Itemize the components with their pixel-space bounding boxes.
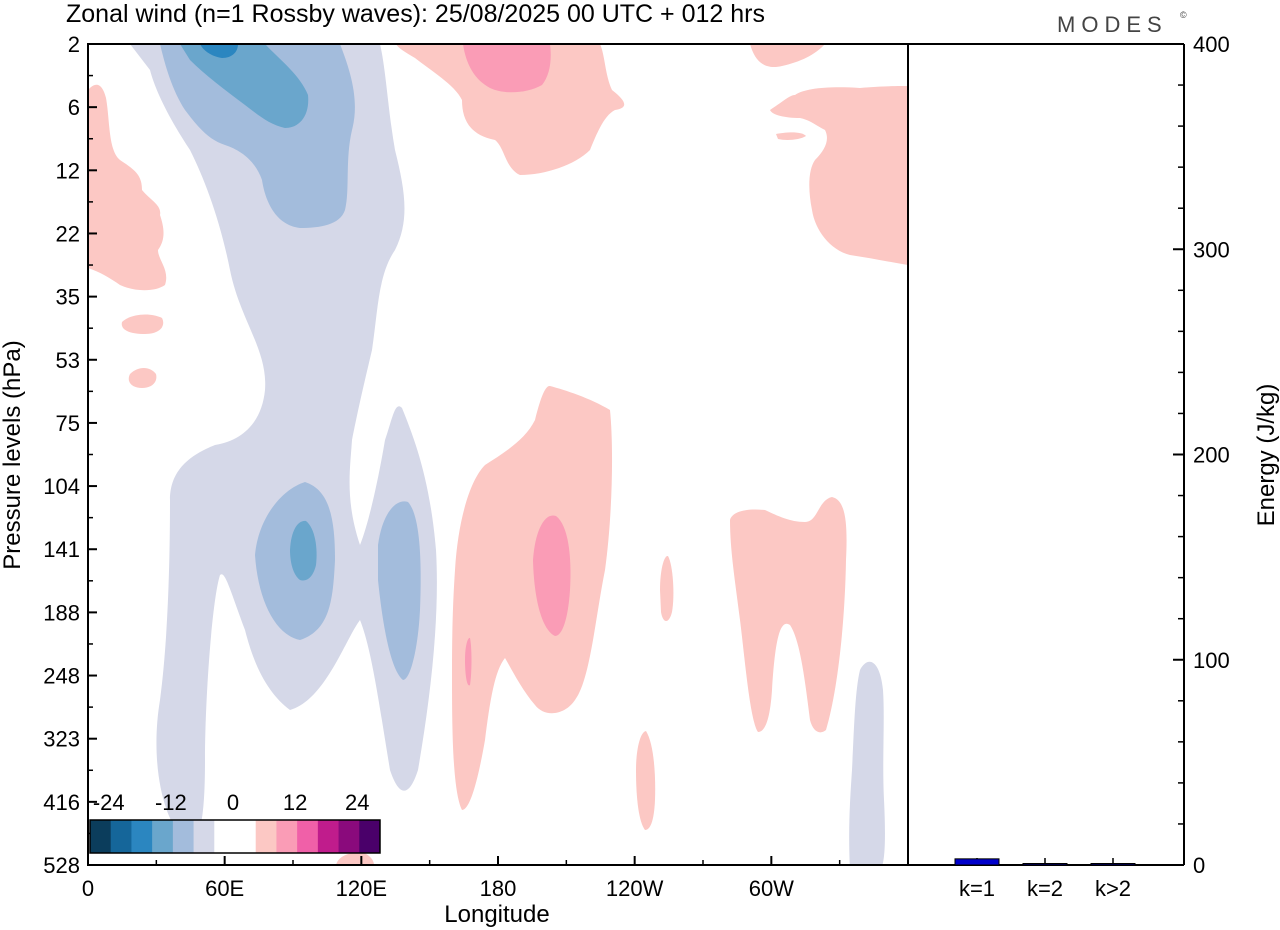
energy-bar	[1022, 863, 1068, 866]
colorbar-label: 12	[283, 790, 307, 815]
contour-blue-1	[130, 44, 437, 841]
colorbar-label: 0	[227, 790, 239, 815]
contour-blue-7	[200, 44, 238, 58]
contour-pink-12	[336, 852, 374, 865]
x-tick-label: 60E	[205, 876, 244, 901]
x-tick-label: 60W	[749, 876, 794, 901]
x-tick-label: 0	[82, 876, 94, 901]
modes-logo-mark: ©	[1180, 10, 1187, 20]
x-tick-label: 120E	[336, 876, 387, 901]
contour-pink-8	[452, 385, 613, 810]
energy-tick-label: 100	[1193, 648, 1230, 673]
energy-category-label: k>2	[1095, 876, 1131, 901]
colorbar-swatch	[317, 820, 340, 853]
y-tick-label: 22	[56, 221, 80, 246]
energy-category-label: k=1	[959, 876, 995, 901]
y-tick-label: 323	[43, 727, 80, 752]
colorbar-swatch	[110, 820, 132, 853]
y-tick-label: 35	[56, 285, 80, 310]
colorbar-swatch	[255, 820, 277, 853]
y-tick-label: 6	[68, 95, 80, 120]
contour-pink-2	[750, 44, 825, 68]
contour-blue-4	[378, 501, 421, 680]
y-tick-label: 12	[56, 158, 80, 183]
y-tick-label: 2	[68, 32, 80, 57]
colorbar-swatch	[172, 820, 195, 853]
colorbar-swatch	[276, 820, 298, 853]
contour-pink-6	[121, 314, 164, 334]
x-axis-label: Longitude	[444, 901, 549, 928]
colorbar-swatch	[214, 820, 236, 853]
y-tick-label: 248	[43, 664, 80, 689]
energy-axis-label: Energy (J/kg)	[1253, 384, 1280, 527]
colorbar-swatch	[193, 820, 215, 853]
contour-blue-5	[180, 44, 309, 128]
y-tick-label: 141	[43, 537, 80, 562]
colorbar-swatch	[338, 820, 360, 853]
energy-tick-label: 200	[1193, 443, 1230, 468]
colorbar-label: -12	[155, 790, 187, 815]
y-tick-label: 188	[43, 600, 80, 625]
colorbar-swatch	[235, 820, 257, 853]
x-tick-label: 180	[480, 876, 517, 901]
colorbar-swatch	[359, 820, 381, 853]
contour-pink-1	[396, 44, 625, 175]
contour-pink-9	[660, 555, 674, 621]
y-tick-label: 528	[43, 853, 80, 878]
contour-blue-6	[290, 520, 317, 581]
energy-category-label: k=2	[1027, 876, 1063, 901]
energy-tick-label: 0	[1193, 853, 1205, 878]
contour-pink-13	[463, 44, 551, 93]
contour-pink-15	[465, 637, 472, 686]
colorbar-swatch	[297, 820, 319, 853]
contour-blue-2	[160, 44, 355, 228]
contour-blue-1b	[849, 661, 885, 865]
energy-bar	[1090, 863, 1136, 866]
contour-field	[88, 44, 908, 865]
x-tick-label: 120W	[606, 876, 664, 901]
y-tick-label: 104	[43, 474, 80, 499]
modes-logo: MODES	[1057, 12, 1168, 37]
contour-pink-3	[770, 86, 908, 265]
energy-bar	[954, 858, 1000, 866]
energy-tick-label: 300	[1193, 237, 1230, 262]
contour-pink-4	[776, 132, 806, 140]
colorbar-swatch	[152, 820, 174, 853]
colorbar-label: 24	[345, 790, 369, 815]
colorbar-frame	[89, 819, 381, 854]
contour-pink-11	[730, 497, 847, 733]
energy-tick-label: 400	[1193, 32, 1230, 57]
colorbar-label: -24	[93, 790, 125, 815]
colorbar-swatch	[131, 820, 153, 853]
y-tick-label: 75	[56, 411, 80, 436]
contour-pink-10	[636, 731, 656, 830]
y-tick-label: 53	[56, 348, 80, 373]
contour-pink-7	[128, 368, 157, 388]
colorbar-swatch	[90, 820, 112, 853]
y-axis-label: Pressure levels (hPa)	[0, 340, 26, 569]
contour-pink-5	[88, 84, 167, 291]
contour-pink-14	[533, 515, 571, 636]
chart-title: Zonal wind (n=1 Rossby waves): 25/08/202…	[66, 0, 765, 28]
y-tick-label: 416	[43, 790, 80, 815]
